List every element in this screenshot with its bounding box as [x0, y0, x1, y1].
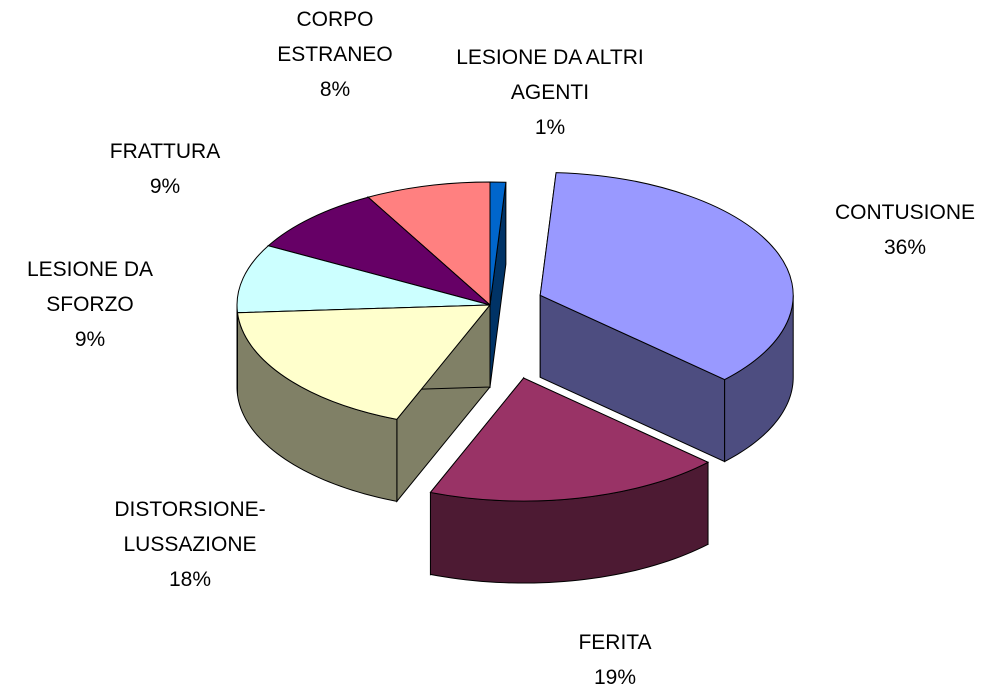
slice-label: CORPO ESTRANEO 8%: [250, 2, 420, 107]
category-label: CONTUSIONE: [834, 201, 975, 224]
slice-label: LESIONE DA ALTRI AGENTI 1%: [430, 40, 670, 145]
category-label: LESIONE DA SFORZO: [26, 258, 154, 316]
value-label: 19%: [593, 666, 637, 689]
slice: [267, 196, 491, 306]
category-label: LESIONE DA ALTRI AGENTI: [456, 46, 644, 104]
slice-label: CONTUSIONE 36%: [815, 195, 992, 265]
value-label: 9%: [74, 328, 106, 351]
value-label: 1%: [534, 116, 566, 139]
slice-label: LESIONE DA SFORZO 9%: [0, 252, 180, 357]
slice: [236, 245, 491, 314]
category-label: DISTORSIONE-LUSSAZIONE: [114, 498, 266, 556]
category-label: FERITA: [578, 631, 652, 654]
value-label: 18%: [168, 568, 212, 591]
slice: [429, 377, 710, 502]
value-label: 9%: [149, 175, 181, 198]
slice-label: FRATTURA 9%: [80, 134, 250, 204]
slice: [539, 172, 794, 381]
value-label: 8%: [319, 78, 351, 101]
category-label: FRATTURA: [109, 140, 221, 163]
slice: [367, 181, 491, 307]
slice-label: FERITA 19%: [565, 625, 665, 689]
category-label: CORPO ESTRANEO: [277, 8, 393, 66]
value-label: 36%: [883, 236, 927, 259]
slice-label: DISTORSIONE-LUSSAZIONE 18%: [80, 492, 300, 597]
slice: [236, 304, 492, 420]
